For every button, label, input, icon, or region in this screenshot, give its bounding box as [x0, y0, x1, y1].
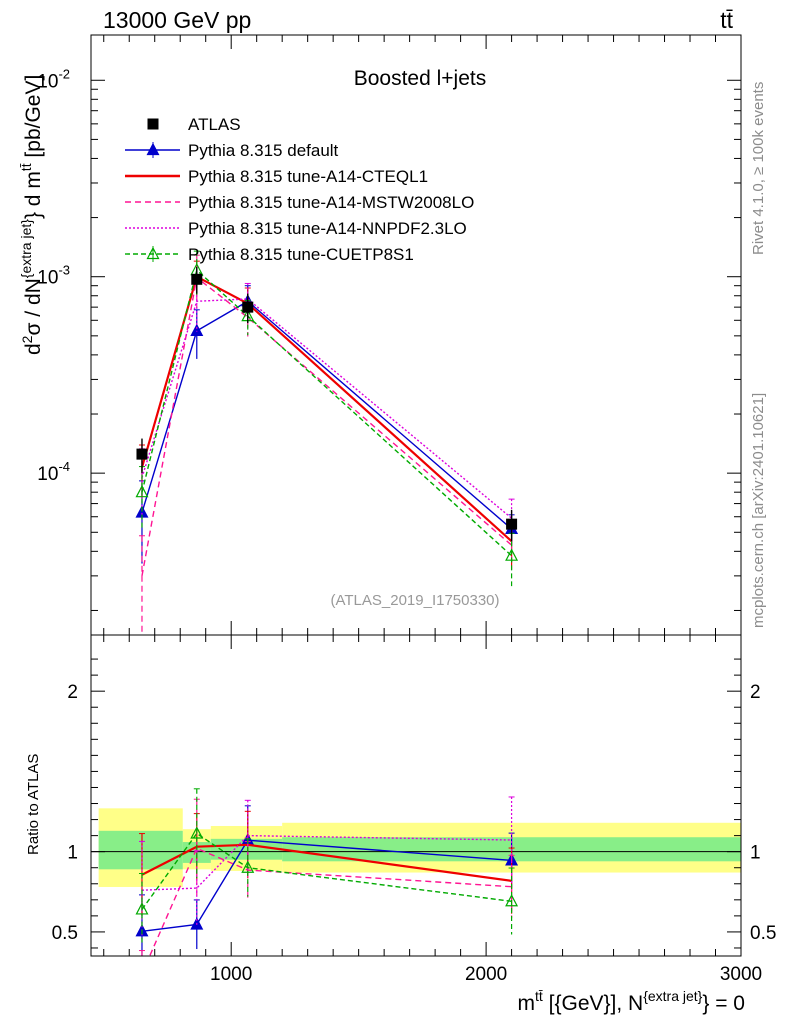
ratio-frame: [90, 634, 742, 957]
ratio-uncertainty-bands: [91, 808, 741, 887]
data-point: [191, 273, 203, 285]
series-point: [190, 323, 204, 336]
legend-label: Pythia 8.315 default: [188, 141, 339, 160]
main-plot-series: [135, 250, 519, 635]
legend-label: Pythia 8.315 tune-CUETP8S1: [188, 245, 414, 264]
series-ratio-line: [141, 839, 512, 932]
series-ratio-point: [505, 893, 519, 907]
series-point: [135, 484, 149, 498]
header-process: tt̄: [720, 7, 733, 33]
legend: ATLAS Pythia 8.315 default Pythia 8.315 tu…: [125, 115, 474, 264]
legend-marker-atlas: [147, 118, 159, 130]
header-energy: 13000 GeV pp: [103, 7, 251, 33]
data-point: [136, 448, 148, 460]
plot-title: Boosted l+jets: [354, 67, 487, 90]
legend-marker: [146, 246, 160, 260]
y-tick-label: 10-2: [37, 66, 70, 92]
analysis-id-label: (ATLAS_2019_I1750330): [330, 592, 499, 609]
legend-label-atlas: ATLAS: [188, 115, 241, 134]
series-ratio-point: [241, 860, 255, 873]
rivet-version-label: Rivet 4.1.0, ≥ 100k events: [750, 82, 767, 255]
data-point: [506, 518, 518, 530]
series-line: [141, 298, 513, 519]
y-tick-label: 10-3: [37, 263, 70, 289]
legend-marker: [146, 142, 160, 156]
x-tick-label: 1000: [210, 964, 252, 985]
series-line: [141, 268, 513, 557]
series-ratio-line: [148, 847, 512, 956]
band-inner: [98, 830, 183, 870]
mcplots-label: mcplots.cern.ch [arXiv:2401.10621]: [750, 393, 767, 628]
series-ratio-point: [190, 826, 204, 839]
ratio-y-tick-label: 0.5: [52, 923, 78, 944]
ratio-y-tick-label: 2: [67, 682, 78, 703]
axes: 1000 2000 3000 10-4 10-3 10-2 0.5 0.5 1 1 2 2: [37, 34, 776, 985]
x-tick-label: 3000: [720, 964, 762, 985]
series-line: [141, 276, 513, 576]
ratio-plot-series: [135, 788, 519, 956]
ratio-y-tick-label-right: 0.5: [750, 923, 776, 944]
ratio-y-tick-label: 1: [67, 843, 78, 864]
legend-label: Pythia 8.315 tune-A14-CTEQL1: [188, 167, 428, 186]
data-point: [242, 301, 254, 313]
series-line: [140, 275, 513, 543]
y-axis-label-ratio: Ratio to ATLAS: [25, 754, 42, 855]
y-axis-label-main: d2σ / dN{extra jet}} d mtt̄ [pb/GeV]: [18, 75, 45, 355]
series-line: [141, 300, 513, 530]
legend-label: Pythia 8.315 tune-A14-NNPDF2.3LO: [188, 219, 467, 238]
series-ratio-line: [141, 832, 512, 910]
x-axis-label: mtt̄ [{GeV}], N{extra jet}} = 0: [518, 988, 745, 1015]
series-ratio-point: [135, 902, 149, 915]
y-tick-label: 10-4: [37, 459, 70, 485]
x-tick-label: 2000: [465, 964, 507, 985]
legend-label: Pythia 8.315 tune-A14-MSTW2008LO: [188, 193, 474, 212]
ratio-y-tick-label-right: 2: [750, 682, 761, 703]
ratio-y-tick-label-right: 1: [750, 843, 761, 864]
series-ratio-line: [141, 843, 512, 882]
series-point: [505, 548, 519, 561]
